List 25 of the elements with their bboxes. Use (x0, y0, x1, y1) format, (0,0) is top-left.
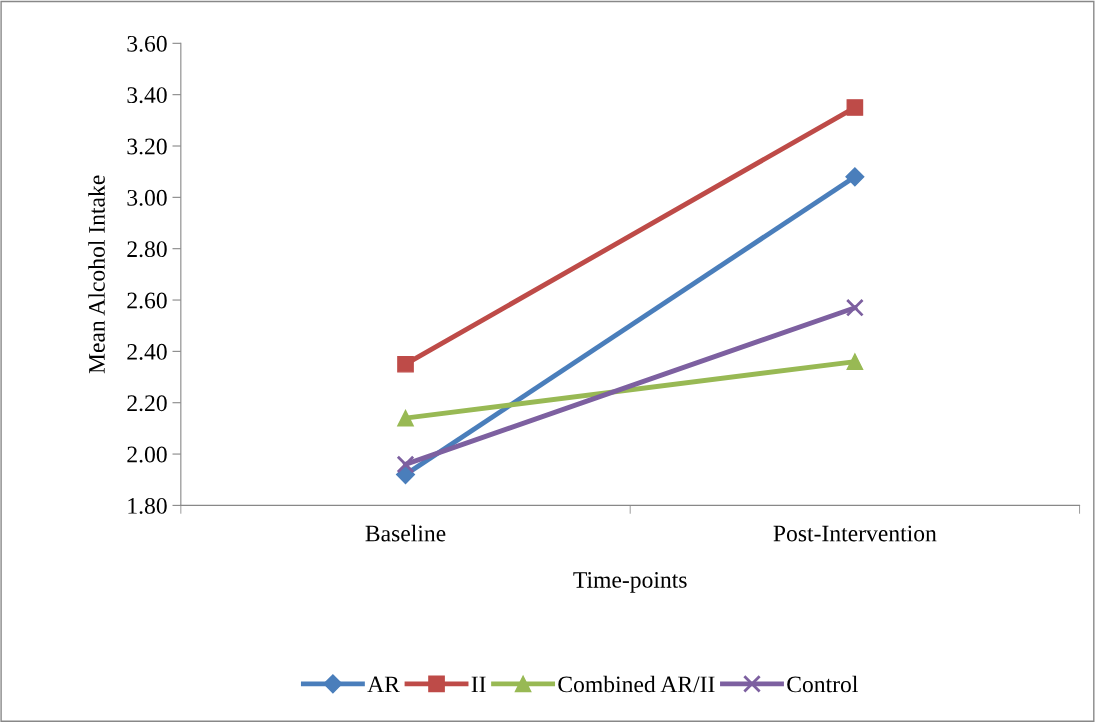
legend-label: II (471, 676, 486, 693)
point (397, 355, 414, 373)
y-tick-label: 2.40 (127, 343, 167, 360)
point (397, 409, 414, 427)
y-tick-label: 1.80 (128, 497, 167, 514)
point (845, 298, 864, 317)
y-tick-label: 2.80 (127, 241, 167, 258)
point (846, 353, 864, 370)
point (846, 99, 864, 116)
legend-label: AR (367, 676, 400, 693)
point (396, 455, 415, 474)
point (845, 167, 865, 187)
y-tick-label: 2.20 (127, 395, 167, 412)
x-tick-label: Post-Intervention (773, 525, 937, 542)
y-tick-label: 3.60 (127, 35, 167, 52)
y-tick-label: 2.60 (127, 292, 167, 309)
y-tick-label: 3.40 (127, 87, 167, 104)
y-tick-label: 2.00 (127, 446, 167, 463)
y-axis-title: Mean Alcohol Intake (88, 175, 105, 374)
x-tick-label: Baseline (365, 524, 446, 542)
y-tick-label: 3.00 (127, 189, 167, 206)
legend-label: Control (787, 675, 858, 693)
x-axis-title: Time-points (573, 572, 687, 593)
legend-label: Combined AR/II (558, 675, 715, 693)
y-tick-label: 3.20 (127, 138, 167, 155)
